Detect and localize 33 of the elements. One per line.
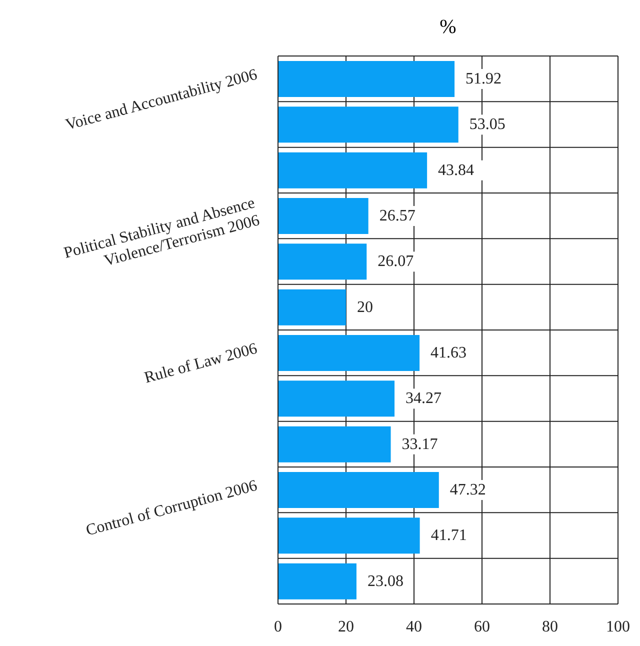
bar bbox=[278, 198, 368, 234]
data-label: 26.57 bbox=[379, 208, 416, 224]
x-tick-label: 40 bbox=[406, 618, 422, 636]
bar bbox=[278, 152, 428, 188]
bar bbox=[278, 244, 367, 280]
x-tick-label: 60 bbox=[474, 618, 490, 636]
data-label: 20 bbox=[357, 298, 373, 316]
bar bbox=[278, 426, 391, 462]
data-label: 26.07 bbox=[378, 253, 414, 270]
data-label: 53.05 bbox=[469, 116, 506, 134]
data-label: 43.84 bbox=[438, 162, 474, 179]
bar bbox=[278, 563, 356, 600]
data-label: 41.71 bbox=[430, 527, 467, 544]
x-tick-label: 0 bbox=[274, 618, 282, 636]
bar bbox=[278, 61, 455, 97]
data-label: 41.63 bbox=[430, 344, 467, 362]
data-label: 34.27 bbox=[406, 390, 442, 408]
y-tick-label: Rule of Law 2006 bbox=[142, 340, 260, 387]
x-tick-label: 20 bbox=[338, 618, 354, 636]
bar bbox=[278, 335, 420, 371]
bar bbox=[278, 380, 395, 417]
data-label: 33.17 bbox=[402, 436, 438, 453]
chart-title: % bbox=[438, 16, 458, 39]
bar bbox=[278, 289, 346, 326]
data-label: 23.08 bbox=[367, 572, 404, 590]
bar bbox=[278, 472, 439, 508]
x-tick-label: 100 bbox=[606, 618, 630, 636]
bar bbox=[278, 106, 458, 143]
y-tick-label: Control of Corruption 2006 bbox=[84, 477, 260, 540]
data-label: 51.92 bbox=[466, 70, 502, 88]
x-tick-label: 80 bbox=[542, 618, 558, 636]
data-label: 47.32 bbox=[450, 482, 486, 498]
bar bbox=[278, 518, 420, 554]
